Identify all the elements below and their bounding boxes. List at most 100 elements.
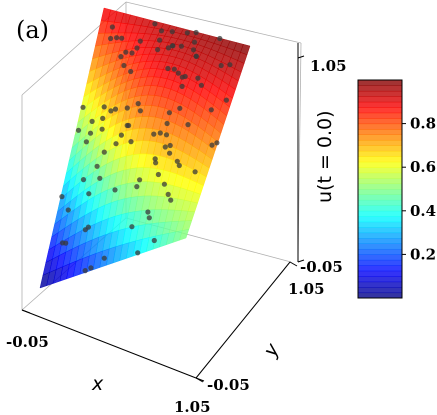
sample-point: [99, 126, 105, 132]
sample-point: [214, 140, 220, 146]
colorbar-band: [358, 85, 402, 92]
sample-point: [191, 39, 198, 45]
colorbar-gradient: [358, 80, 402, 299]
sample-point: [63, 240, 69, 246]
colorbar-tick-label: 0.2: [410, 245, 436, 263]
colorbar-band: [358, 161, 402, 168]
colorbar-band: [358, 96, 402, 103]
colorbar-band: [358, 199, 402, 206]
sample-point: [151, 237, 157, 244]
colorbar-ticks: 0.2 0.4 0.6 0.8: [402, 115, 436, 263]
colorbar-band: [358, 112, 402, 119]
colorbar-band: [358, 287, 402, 294]
sample-point: [193, 53, 199, 60]
sample-point: [59, 194, 65, 200]
colorbar-band: [358, 123, 402, 130]
sample-point: [166, 110, 172, 116]
colorbar-band: [358, 129, 402, 135]
colorbar-band: [358, 227, 402, 234]
x-axis-line: [21, 309, 197, 379]
sample-point: [88, 265, 94, 271]
sample-point: [209, 142, 215, 148]
sample-point: [86, 191, 92, 197]
sample-point: [167, 142, 173, 149]
sample-point: [177, 105, 183, 111]
colorbar-band: [358, 167, 402, 174]
sample-point: [128, 68, 134, 75]
sample-point: [165, 65, 171, 72]
sample-point: [171, 66, 177, 72]
sample-point: [101, 255, 107, 261]
sample-point: [164, 120, 170, 127]
colorbar-band: [358, 248, 402, 255]
sample-point: [167, 150, 173, 156]
sample-point: [100, 115, 106, 121]
sample-point: [137, 108, 143, 114]
z-axis-title: u(t = 0.0): [314, 110, 336, 203]
z-tick-max: 1.05: [310, 57, 347, 75]
sample-point: [128, 139, 134, 145]
colorbar-band: [358, 150, 402, 157]
sample-point: [179, 83, 185, 89]
colorbar-band: [358, 90, 402, 97]
sample-point: [223, 97, 229, 103]
colorbar-band: [358, 156, 402, 163]
colorbar-band: [358, 265, 402, 272]
sample-point: [152, 156, 158, 162]
colorbar-band: [358, 101, 402, 108]
sample-point: [137, 177, 143, 183]
scatter-points: [59, 21, 233, 274]
sample-point: [178, 43, 184, 49]
colorbar-band: [358, 276, 402, 283]
sample-point: [152, 21, 158, 27]
sample-point: [112, 106, 119, 112]
colorbar-tick-label: 0.8: [410, 115, 436, 133]
sample-point: [155, 47, 161, 53]
sample-point: [155, 171, 161, 178]
tick-marks: [21, 55, 305, 383]
sample-point: [134, 184, 140, 190]
sample-point: [165, 191, 171, 197]
sample-point: [112, 187, 118, 193]
colorbar-band: [358, 270, 402, 277]
z-tick-mark-min: [297, 259, 305, 263]
sample-point: [190, 47, 197, 53]
colorbar-band: [358, 216, 402, 223]
y-tick-max: 1.05: [288, 280, 325, 298]
x-tick-max: 1.05: [174, 398, 211, 415]
colorbar-band: [358, 189, 402, 195]
sample-point: [137, 38, 143, 44]
sample-point: [89, 118, 95, 124]
sample-point: [162, 144, 168, 150]
sample-point: [87, 130, 94, 136]
colorbar-frame: [357, 79, 403, 299]
y-axis-line: [195, 261, 291, 379]
sample-point: [129, 50, 135, 56]
colorbar-band: [358, 134, 402, 141]
sample-point: [185, 122, 191, 128]
sample-point: [170, 43, 176, 49]
sample-point: [169, 29, 175, 35]
x-tick-mark-min: [21, 309, 31, 314]
sample-point: [146, 215, 152, 221]
colorbar-band: [358, 281, 402, 288]
colorbar-band: [358, 145, 402, 152]
surface-patch: [179, 229, 190, 241]
sample-point: [119, 35, 125, 41]
sample-point: [108, 35, 114, 42]
sample-point: [83, 139, 89, 145]
sample-point: [157, 130, 163, 136]
sample-point: [165, 45, 172, 51]
sample-point: [124, 105, 130, 111]
colorbar-band: [358, 238, 402, 244]
colorbar-band: [358, 221, 402, 228]
sample-point: [174, 158, 180, 164]
y-tick-min: -0.05: [207, 376, 250, 394]
colorbar-band: [358, 259, 402, 266]
colorbar-band: [358, 292, 402, 299]
sample-point: [151, 131, 157, 137]
sample-point: [195, 75, 201, 81]
sample-point: [157, 37, 163, 43]
sample-point: [163, 132, 170, 138]
colorbar-tick-label: 0.6: [410, 158, 436, 176]
